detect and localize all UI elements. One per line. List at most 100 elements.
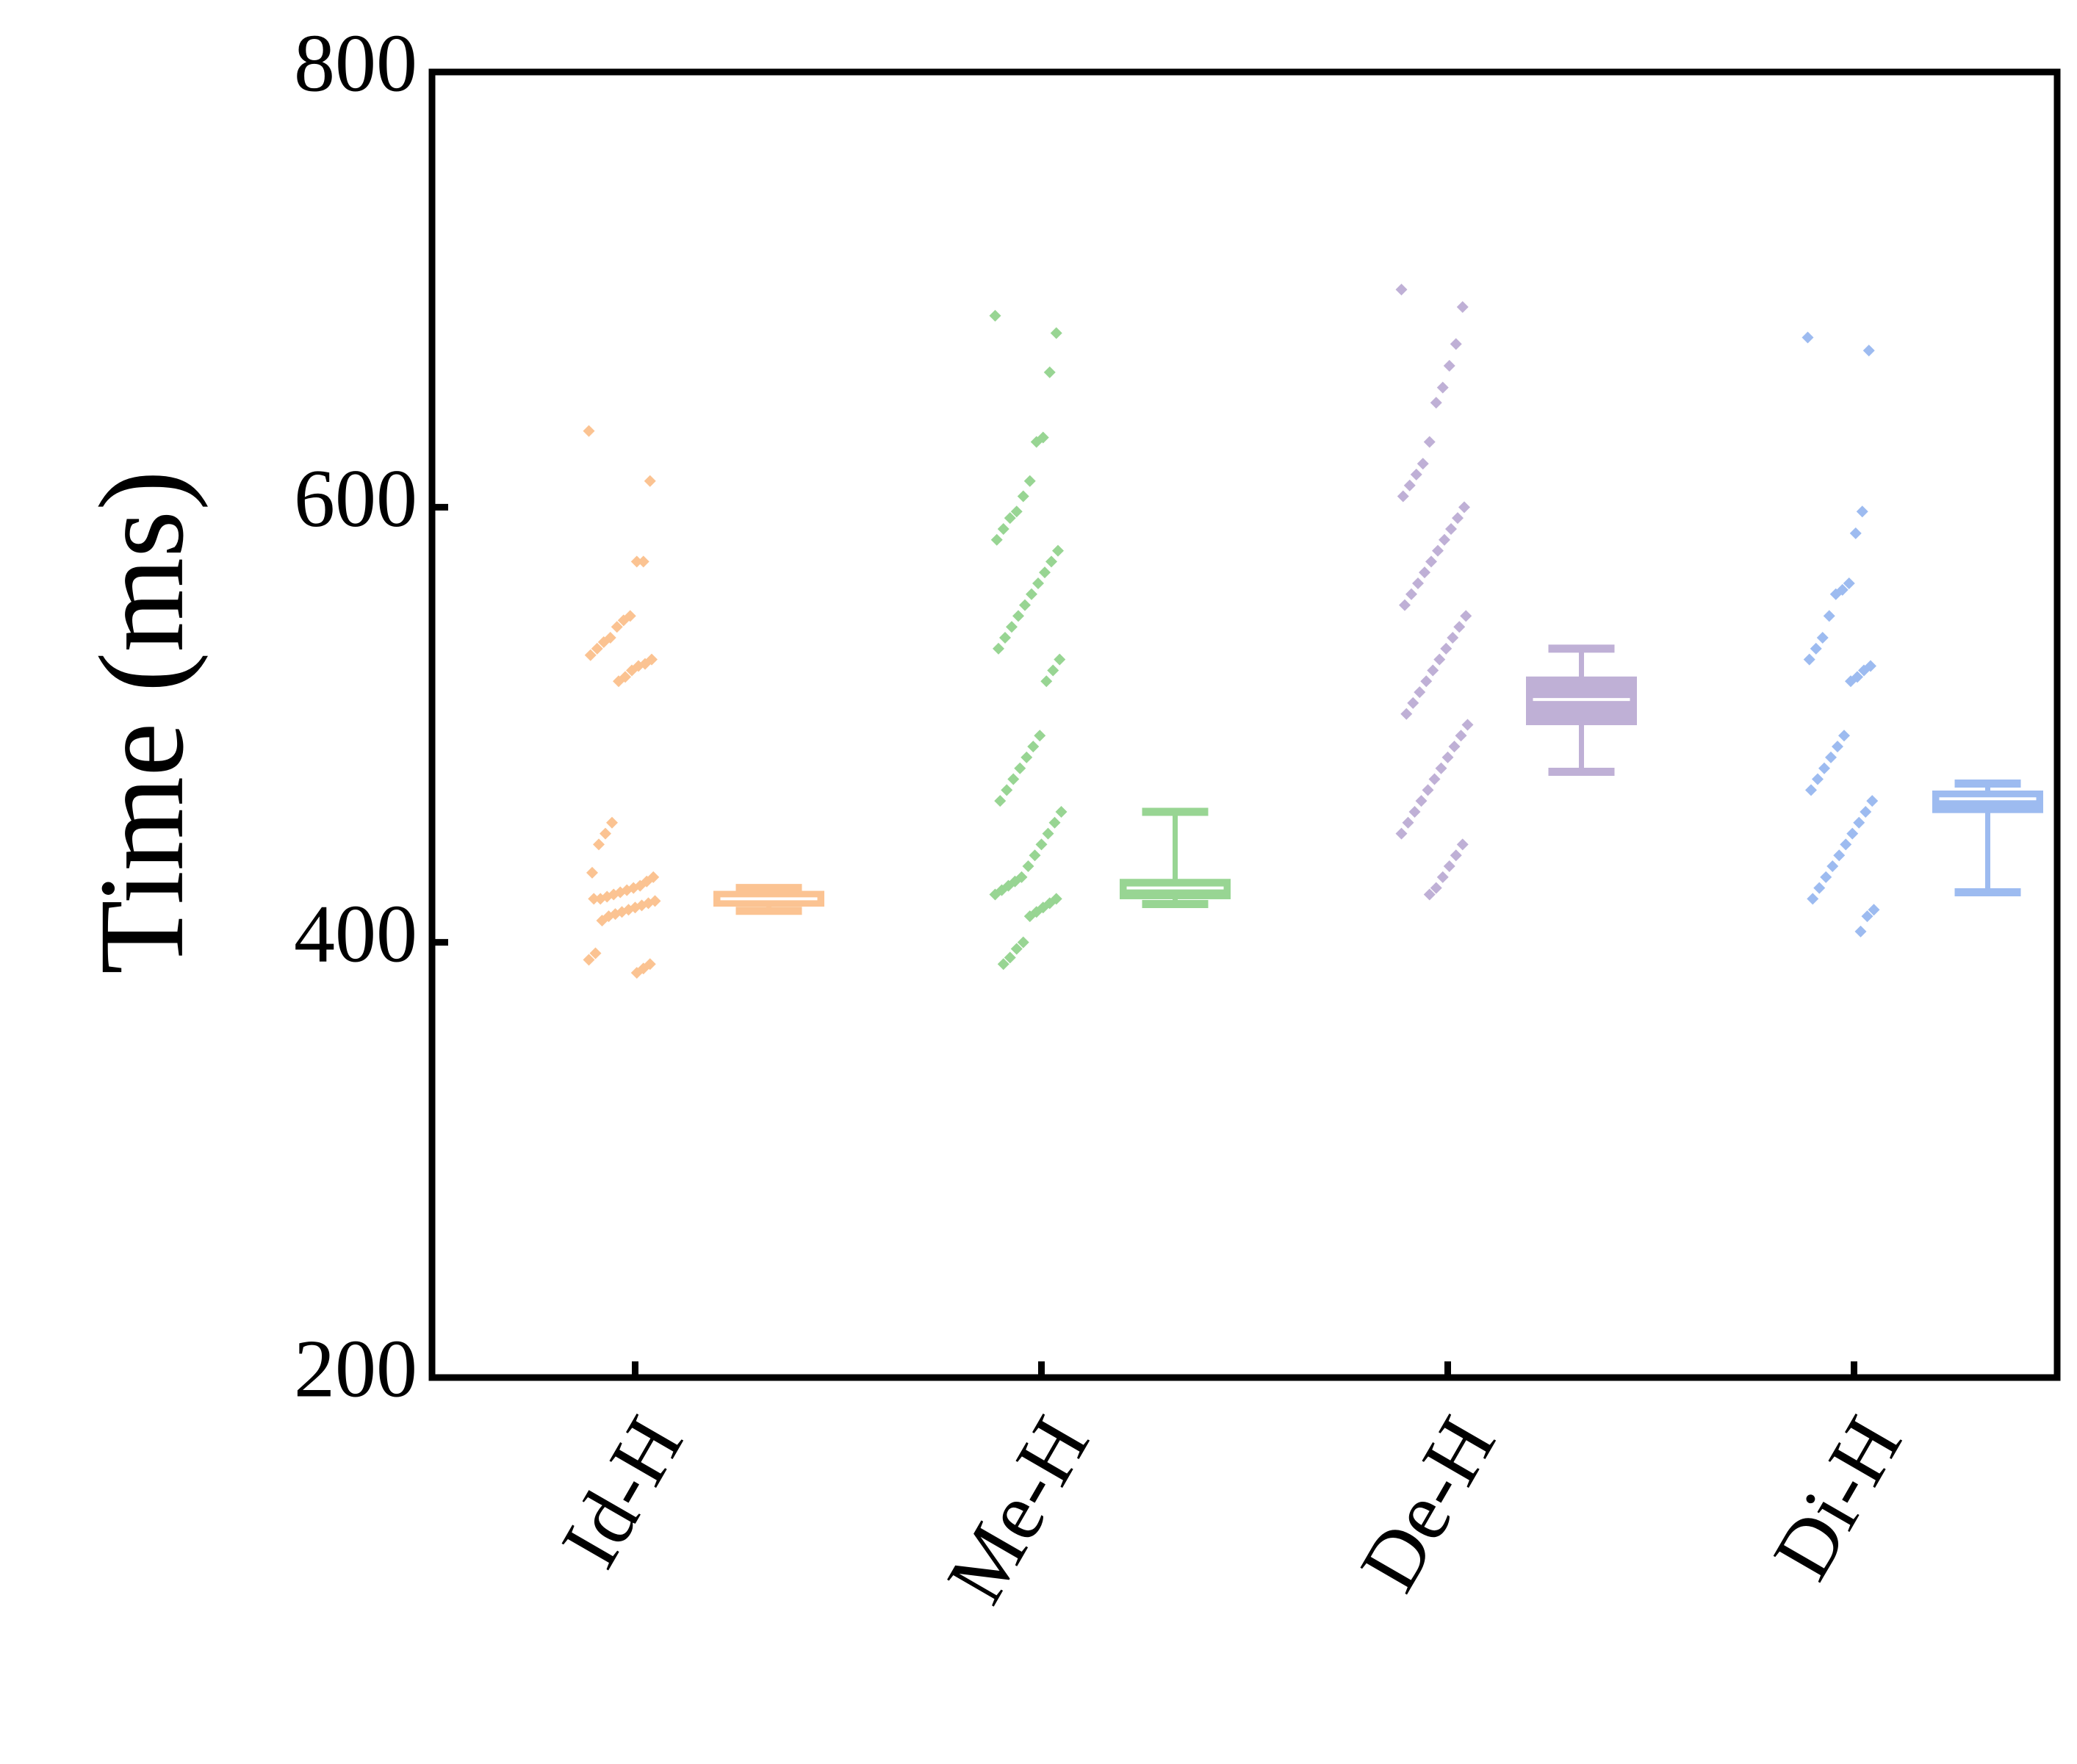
data-point (1050, 327, 1062, 339)
data-point (593, 838, 605, 851)
data-point (1456, 838, 1469, 851)
data-point (1407, 696, 1419, 709)
data-point (613, 675, 624, 688)
data-point (1816, 632, 1829, 644)
data-point (1453, 621, 1466, 633)
data-point (594, 893, 607, 905)
data-point (1022, 860, 1034, 873)
data-point (1042, 827, 1054, 840)
data-point (1415, 795, 1428, 807)
data-point (1452, 512, 1464, 525)
data-point (1439, 533, 1450, 546)
y-tick-label: 200 (294, 1324, 417, 1415)
x-tick-label: Id-H (544, 1402, 700, 1582)
data-point (1012, 610, 1024, 622)
data-point (1440, 642, 1453, 655)
data-point (1047, 664, 1059, 677)
data-point (1436, 381, 1449, 394)
data-point (1001, 784, 1013, 796)
data-point (1845, 675, 1857, 688)
data-point (1400, 708, 1413, 720)
data-point (1425, 555, 1437, 568)
data-point (1447, 632, 1459, 644)
data-point (1456, 300, 1469, 313)
data-point (1861, 910, 1873, 923)
data-point (1017, 490, 1029, 503)
data-point (1026, 588, 1037, 600)
data-point (1860, 805, 1872, 818)
data-point (1868, 904, 1880, 916)
data-point (1829, 588, 1842, 600)
data-point (1805, 784, 1817, 796)
data-point (1055, 805, 1068, 818)
data-point (1423, 436, 1436, 448)
data-point (1450, 338, 1462, 350)
data-point (990, 533, 1003, 546)
data-point (1458, 501, 1470, 514)
data-point (1048, 816, 1061, 829)
y-tick-label: 800 (294, 18, 417, 109)
data-point (1435, 762, 1447, 774)
data-point (1004, 512, 1016, 525)
data-point (1010, 505, 1023, 518)
data-point (997, 522, 1009, 535)
data-point (1430, 882, 1442, 894)
data-point (1853, 816, 1865, 829)
data-point (1461, 719, 1474, 731)
data-point (584, 649, 597, 661)
data-point (1035, 838, 1048, 851)
data-point (1040, 675, 1053, 688)
data-point (1019, 599, 1031, 611)
data-point (588, 893, 600, 905)
data-point (606, 816, 618, 829)
data-point (586, 866, 598, 879)
data-point (1801, 331, 1814, 344)
box (1932, 790, 2043, 813)
data-point (1006, 621, 1018, 633)
data-point (1014, 762, 1026, 774)
data-point (1399, 599, 1411, 611)
data-point (611, 621, 623, 633)
data-point (1034, 730, 1046, 742)
data-point (1017, 936, 1029, 948)
y-axis-label: Time (ms) (74, 470, 209, 974)
data-point (583, 954, 595, 966)
data-point (1030, 436, 1043, 448)
data-point (1833, 849, 1846, 862)
data-point (1856, 505, 1868, 518)
data-point (1397, 490, 1409, 503)
data-point (1443, 359, 1455, 372)
plot-frame (428, 68, 2061, 1381)
y-tick-label: 600 (294, 453, 417, 544)
data-point (630, 967, 643, 979)
data-point (1862, 345, 1875, 357)
x-tick-label: Di-H (1756, 1402, 1919, 1594)
data-point (626, 664, 638, 677)
data-point (644, 475, 656, 487)
data-point (1818, 762, 1830, 774)
data-point (1820, 871, 1832, 883)
data-point (1412, 577, 1424, 589)
data-point (1854, 925, 1867, 937)
data-point (1436, 871, 1449, 883)
data-point (994, 795, 1007, 807)
data-point (1807, 893, 1819, 905)
data-point (1043, 366, 1056, 378)
data-point (1428, 773, 1441, 785)
data-point (597, 636, 610, 648)
data-point (1849, 527, 1862, 539)
data-point (1432, 544, 1444, 557)
data-point (1402, 816, 1414, 829)
data-point (1826, 860, 1839, 873)
data-point (1813, 882, 1826, 894)
data-point (1420, 675, 1433, 688)
data-point (1032, 577, 1044, 589)
data-point (1052, 544, 1064, 557)
data-point (1455, 730, 1467, 742)
data-point (1803, 653, 1815, 666)
data-point (1433, 653, 1446, 666)
data-point (1004, 951, 1016, 964)
data-point (630, 555, 643, 568)
